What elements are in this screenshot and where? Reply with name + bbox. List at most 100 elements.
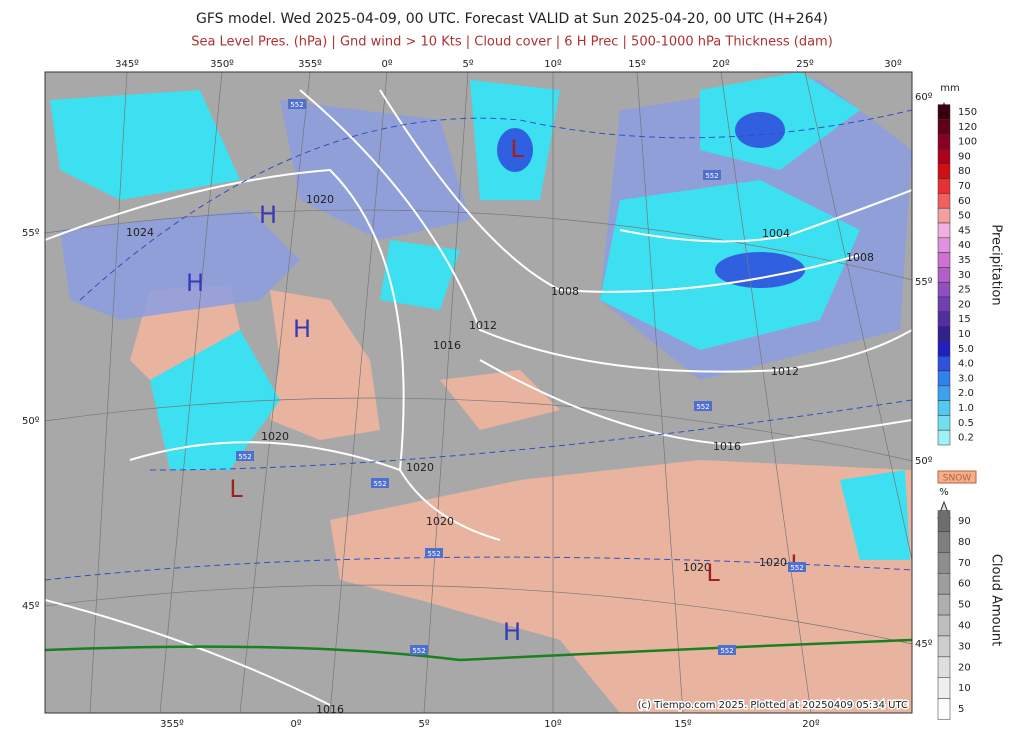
precip-value: 100	[958, 137, 977, 148]
precip-swatch	[937, 133, 951, 150]
precip-value: 10	[958, 329, 971, 340]
thickness-label-box	[288, 99, 306, 109]
precip-swatch	[937, 222, 951, 239]
isobar-label: 1016	[433, 339, 461, 352]
isobar-label: 1008	[551, 285, 579, 298]
longitude-label: 345º	[115, 59, 139, 70]
precip-value: 60	[958, 196, 971, 207]
pressure-center: L	[510, 135, 524, 163]
latitude-label: 55º	[22, 228, 40, 239]
isobar-label: 1016	[713, 440, 741, 453]
thickness-label: 552	[290, 101, 303, 109]
isobar-label: 1012	[469, 319, 497, 332]
pressure-center: H	[186, 269, 204, 297]
precip-swatch	[937, 341, 951, 357]
pressure-center: H	[259, 201, 277, 229]
cloud-value: 70	[958, 558, 971, 569]
thickness-label-box	[694, 401, 712, 411]
cloud-value: 10	[958, 683, 971, 694]
longitude-label: 350º	[210, 59, 234, 70]
longitude-label: 5º	[462, 59, 473, 70]
cloud-swatch	[937, 552, 951, 574]
precip-value: 35	[958, 255, 971, 266]
cloud-swatch	[937, 698, 951, 720]
thickness-label: 552	[705, 172, 718, 180]
longitude-label: 30º	[884, 59, 902, 70]
precip-swatch	[937, 415, 951, 431]
precip-swatch	[937, 267, 951, 283]
precip-swatch	[937, 148, 951, 165]
precip-swatch	[937, 252, 951, 268]
latitude-label: 45º	[22, 601, 40, 612]
longitude-label: 355º	[160, 719, 184, 730]
precip-value: 90	[958, 151, 971, 162]
precip-value: 15	[958, 314, 971, 325]
cloud-value: 5	[958, 704, 964, 715]
latitude-label: 45º	[915, 639, 933, 650]
thickness-label: 552	[427, 550, 440, 558]
precip-swatch	[937, 207, 951, 224]
copyright: (c) Tiempo.com 2025. Plotted at 20250409…	[638, 700, 908, 711]
precip-swatch	[937, 237, 951, 253]
longitude-label: 20º	[802, 719, 820, 730]
precip-value: 0.5	[958, 418, 974, 429]
cloud-swatch	[937, 677, 951, 699]
precip-value: 70	[958, 181, 971, 192]
title: GFS model. Wed 2025-04-09, 00 UTC. Forec…	[196, 11, 828, 27]
longitude-label: 20º	[712, 59, 730, 70]
precip-swatch	[937, 104, 951, 120]
precip-value: 0.2	[958, 433, 974, 444]
precip-swatch	[937, 163, 951, 179]
precip-swatch	[937, 429, 951, 446]
precip-swatch	[937, 311, 951, 327]
cloud-value: 90	[958, 516, 971, 527]
precip-value: 50	[958, 211, 971, 222]
precip-value: 30	[958, 270, 971, 281]
thickness-label-box	[703, 170, 721, 180]
thickness-label-box	[371, 478, 389, 488]
isobar-label: 1020	[306, 193, 334, 206]
thickness-label-box	[410, 645, 428, 655]
longitude-label: 15º	[674, 719, 692, 730]
thickness-label-box	[718, 645, 736, 655]
precip-value: 1.0	[958, 403, 974, 414]
cloud-swatch	[937, 593, 951, 616]
precip-swatch	[937, 296, 951, 313]
map-area	[45, 72, 912, 713]
latitude-label: 55º	[915, 277, 933, 288]
longitude-label: 0º	[381, 59, 392, 70]
longitude-label: 0º	[290, 719, 301, 730]
graticule	[45, 72, 912, 713]
cloud-value: 50	[958, 600, 971, 611]
cloud-swatch	[937, 656, 951, 678]
thickness-label: 552	[790, 564, 803, 572]
isobars	[45, 89, 912, 706]
thickness-label-box	[236, 451, 254, 461]
precip-swatch	[937, 385, 951, 401]
pressure-center: H	[503, 618, 521, 646]
longitude-label: 10º	[544, 719, 562, 730]
thickness-label: 552	[238, 453, 251, 461]
snow-box	[937, 470, 977, 484]
cloud-swatch	[937, 573, 951, 595]
precip-unit: mm	[940, 83, 959, 94]
isobar-label: 1008	[846, 251, 874, 264]
cloud-swatch	[937, 510, 951, 532]
latitude-label: 50º	[22, 416, 40, 427]
longitude-label: 355º	[298, 59, 322, 70]
precip-value: 20	[958, 299, 971, 310]
thickness-label-box	[788, 562, 806, 572]
cloud-value: 30	[958, 641, 971, 652]
cloud-value: 60	[958, 579, 971, 590]
cloud-swatch	[937, 531, 951, 553]
thickness-label-box	[425, 548, 443, 558]
cloud-swatch	[937, 614, 951, 637]
thickness-label: 552	[373, 480, 386, 488]
cloud-value: 80	[958, 537, 971, 548]
precip-swatch	[937, 370, 951, 387]
thickness-label: 552	[412, 647, 425, 655]
longitude-label: 25º	[796, 59, 814, 70]
cloud-unit: %	[939, 487, 949, 498]
precip-swatch	[937, 281, 951, 298]
